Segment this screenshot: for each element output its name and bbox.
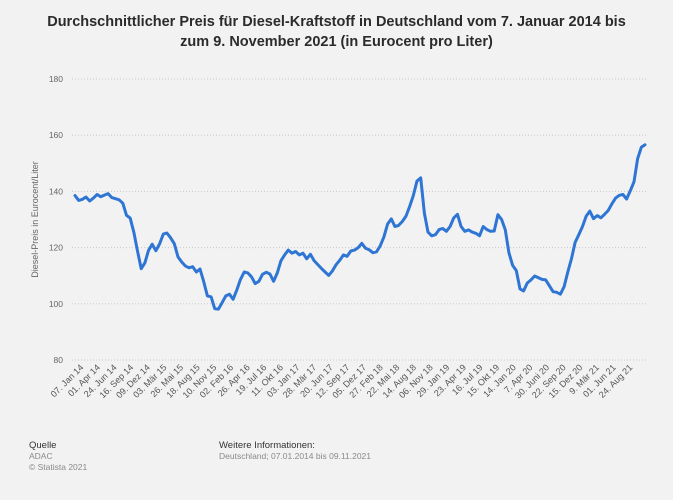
chart-title-line-1: Durchschnittlicher Preis für Diesel-Kraf…: [47, 14, 626, 30]
info-label: Weitere Informationen:: [219, 440, 315, 451]
info-block: Weitere Informationen: Deutschland; 07.0…: [219, 440, 371, 462]
info-value: Deutschland; 07.01.2014 bis 09.11.2021: [219, 451, 372, 461]
source-value: ADAC: [29, 451, 53, 461]
source-label: Quelle: [29, 440, 57, 451]
y-tick-label: 140: [49, 186, 63, 196]
series-line: [73, 143, 647, 311]
copyright: © Statista 2021: [29, 462, 88, 472]
y-tick-label: 120: [49, 243, 63, 253]
y-tick-label: 80: [54, 355, 64, 365]
source-block: Quelle ADAC © Statista 2021: [29, 440, 87, 473]
line-chart: 80 100 120 140 160 180 Diesel-Preis in Eurocen…: [30, 74, 647, 401]
y-tick-label: 180: [49, 74, 63, 84]
chart-title: Durchschnittlicher Preis für Diesel-Kraf…: [20, 12, 653, 52]
y-tick-label: 100: [49, 299, 63, 309]
y-tick-label: 160: [49, 130, 63, 140]
chart-title-line-2: zum 9. November 2021 (in Eurocent pro Li…: [180, 34, 493, 50]
footer: Quelle ADAC © Statista 2021 Weitere Info…: [0, 440, 673, 500]
y-axis-label: Diesel-Preis in Eurocent/Liter: [30, 161, 40, 278]
chart-area: 80 100 120 140 160 180 Diesel-Preis in Eurocen…: [30, 74, 647, 401]
